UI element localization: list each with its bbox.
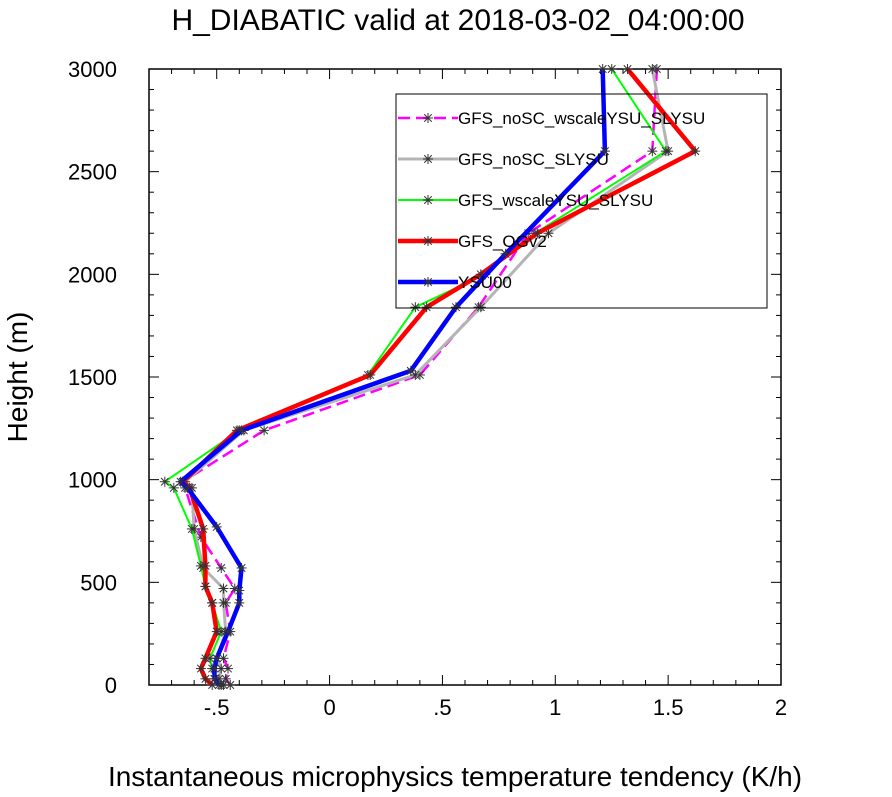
x-tick-label: -.5: [204, 695, 230, 720]
data-point-marker: [234, 585, 245, 596]
data-point-marker: [213, 680, 224, 690]
y-tick-label: 0: [105, 673, 117, 698]
x-axis-title: Instantaneous microphysics temperature t…: [108, 761, 802, 792]
data-point-marker: [223, 626, 233, 637]
x-tick-label: 1.5: [653, 695, 684, 720]
x-axis-ticks: -.5 0 .5 1 1.5 2: [148, 69, 787, 720]
data-point-marker: [423, 195, 433, 205]
data-point-marker: [405, 365, 416, 376]
legend-label: GFS_OGv2: [458, 232, 547, 251]
y-tick-label: 2000: [68, 262, 117, 287]
data-point-marker: [198, 523, 209, 534]
data-point-marker: [597, 64, 608, 74]
x-tick-label: 1: [549, 695, 561, 720]
data-point-marker: [200, 653, 211, 664]
data-point-marker: [622, 64, 633, 74]
y-tick-label: 2500: [68, 160, 117, 185]
legend: GFS_noSC_wscaleYSU_SLYSU GFS_noSC_SLYSU GF…: [395, 93, 768, 309]
legend-item: YSU00: [398, 273, 512, 292]
data-point-marker: [599, 146, 610, 157]
data-point-marker: [450, 302, 461, 313]
data-point-marker: [211, 653, 222, 664]
legend-label: GFS_noSC_wscaleYSU_SLYSU: [458, 109, 705, 128]
data-point-marker: [365, 369, 376, 380]
y-axis-ticks: 0 500 1000 1500 2000 2500 3000: [68, 57, 781, 698]
data-point-marker: [660, 146, 671, 157]
data-point-marker: [211, 626, 222, 637]
data-point-marker: [647, 146, 658, 157]
data-point-marker: [225, 680, 236, 690]
data-point-marker: [421, 302, 432, 313]
data-point-marker: [423, 113, 433, 123]
data-point-marker: [410, 302, 421, 313]
y-tick-label: 3000: [68, 57, 117, 82]
data-point-marker: [200, 560, 211, 571]
data-point-marker: [532, 228, 543, 239]
x-tick-label: .5: [433, 695, 451, 720]
x-tick-label: 0: [323, 695, 335, 720]
y-tick-label: 500: [80, 570, 117, 595]
data-point-marker: [200, 581, 211, 592]
legend-item: GFS_OGv2: [398, 232, 547, 251]
y-axis-title: Height (m): [2, 312, 33, 443]
legend-box: [395, 93, 768, 309]
data-point-marker: [218, 597, 229, 608]
data-point-marker: [475, 302, 486, 313]
data-point-marker: [168, 482, 179, 493]
legend-label: YSU00: [458, 273, 512, 292]
legend-item: GFS_noSC_SLYSU: [398, 150, 609, 169]
data-point-marker: [159, 476, 170, 487]
data-point-marker: [423, 154, 433, 164]
data-point-marker: [209, 663, 220, 674]
data-point-marker: [207, 597, 218, 608]
data-point-marker: [259, 425, 270, 436]
data-point-marker: [195, 663, 206, 674]
series-line: [180, 67, 698, 687]
data-point-marker: [690, 146, 701, 157]
data-point-marker: [647, 64, 658, 74]
chart-title: H_DIABATIC valid at 2018-03-02_04:00:00: [171, 4, 744, 37]
data-point-marker: [423, 277, 433, 287]
data-point-marker: [423, 236, 433, 246]
data-point-marker: [218, 583, 229, 594]
legend-label: GFS_noSC_SLYSU: [458, 150, 609, 169]
legend-item: GFS_wscaleYSU_SLYSU: [398, 191, 653, 210]
data-point-marker: [200, 673, 211, 684]
legend-label: GFS_wscaleYSU_SLYSU: [458, 191, 653, 210]
data-point-marker: [236, 562, 247, 573]
data-point-marker: [211, 521, 222, 532]
data-point-marker: [186, 523, 197, 534]
data-point-marker: [606, 64, 617, 74]
data-point-marker: [175, 476, 186, 487]
data-point-marker: [216, 562, 227, 573]
x-tick-label: 2: [775, 695, 787, 720]
y-tick-label: 1500: [68, 365, 117, 390]
data-point-marker: [236, 425, 247, 436]
data-point-marker: [209, 673, 220, 684]
data-point-marker: [234, 597, 245, 608]
series-ysu00: [175, 64, 610, 690]
y-tick-label: 1000: [68, 468, 117, 493]
series-lines: [159, 64, 701, 690]
data-point-marker: [500, 248, 511, 259]
legend-item: GFS_noSC_wscaleYSU_SLYSU: [398, 109, 705, 128]
data-point-marker: [182, 482, 193, 493]
